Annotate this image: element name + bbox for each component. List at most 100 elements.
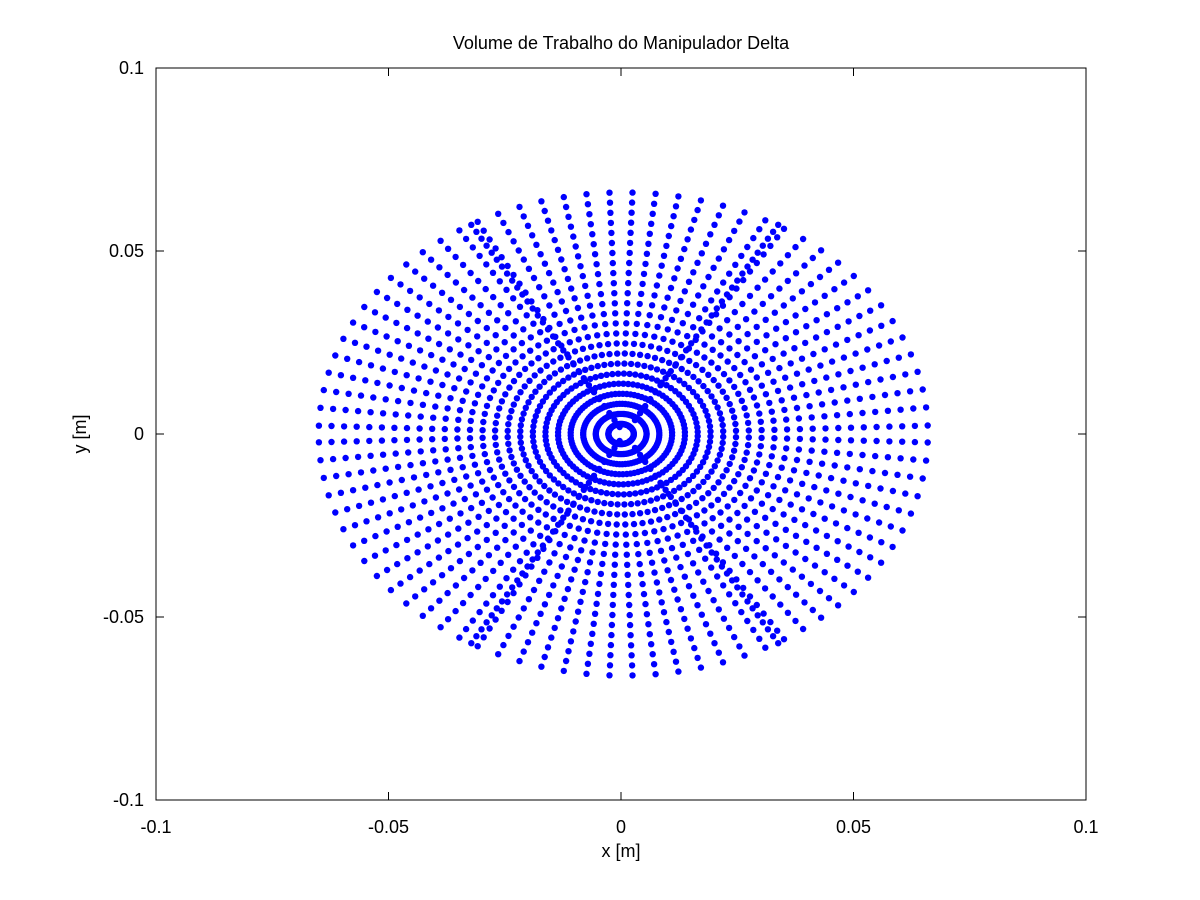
scatter-point [520, 410, 527, 417]
scatter-point [607, 641, 615, 649]
scatter-point [694, 432, 701, 440]
scatter-point [582, 578, 589, 586]
scatter-point [510, 515, 517, 522]
scatter-point [834, 602, 842, 609]
scatter-point [639, 341, 646, 349]
scatter-point [762, 391, 770, 398]
scatter-point [483, 375, 491, 382]
scatter-point [769, 268, 776, 275]
scatter-point [491, 427, 499, 434]
scatter-point [371, 552, 379, 559]
scatter-point [355, 502, 363, 510]
scatter-point [597, 290, 605, 298]
scatter-point [735, 390, 742, 397]
scatter-point [498, 263, 506, 270]
scatter-point [719, 388, 726, 395]
scatter-point [615, 481, 622, 488]
scatter-point [562, 307, 570, 315]
scatter-point [562, 203, 570, 211]
scatter-point [349, 542, 357, 549]
scatter-point [739, 591, 746, 598]
scatter-point [742, 379, 749, 386]
scatter-point [459, 599, 467, 607]
scatter-point [517, 439, 524, 446]
scatter-point [768, 408, 775, 415]
scatter-point [565, 213, 572, 220]
scatter-point [498, 463, 506, 470]
scatter-point [850, 272, 857, 280]
scatter-point [592, 487, 599, 494]
scatter-point [802, 555, 809, 563]
scatter-point [571, 534, 578, 542]
scatter-point [521, 495, 529, 503]
scatter-point [393, 319, 400, 327]
scatter-point [486, 466, 494, 474]
scatter-point [751, 553, 758, 560]
scatter-point [671, 510, 679, 518]
scatter-point [653, 282, 661, 289]
scatter-point [614, 370, 622, 377]
scatter-point [651, 333, 658, 340]
scatter-point [762, 545, 769, 552]
scatter-point [620, 380, 627, 387]
scatter-point [653, 377, 661, 384]
scatter-point [575, 336, 582, 343]
scatter-point [342, 406, 349, 414]
scatter-point [606, 199, 614, 206]
scatter-point [644, 508, 651, 516]
scatter-point [740, 584, 747, 592]
scatter-point [708, 502, 715, 509]
scatter-point [673, 554, 680, 561]
scatter-point [541, 653, 548, 661]
scatter-point [808, 414, 815, 421]
scatter-point [561, 266, 568, 273]
scatter-point [656, 589, 663, 596]
scatter-point [576, 357, 584, 364]
scatter-point [577, 379, 584, 387]
scatter-point [570, 371, 578, 378]
scatter-point [570, 233, 577, 240]
scatter-point [423, 389, 430, 397]
scatter-point [758, 500, 766, 507]
scatter-point [416, 436, 423, 443]
scatter-point [677, 297, 684, 305]
scatter-point [320, 386, 327, 394]
scatter-point [444, 271, 451, 279]
scatter-point [597, 489, 605, 496]
scatter-point [708, 564, 715, 571]
scatter-point [525, 596, 533, 603]
scatter-point [410, 474, 418, 481]
scatter-point [510, 346, 517, 353]
scatter-point [766, 399, 773, 407]
scatter-point [612, 551, 619, 558]
scatter-point [856, 312, 863, 320]
scatter-point [625, 581, 632, 589]
scatter-point [695, 483, 702, 490]
scatter-point [642, 458, 649, 466]
scatter-point [759, 560, 766, 568]
scatter-point [724, 358, 731, 365]
scatter-point [398, 355, 405, 362]
scatter-point [532, 412, 539, 420]
scatter-point [758, 479, 765, 486]
scatter-point [753, 537, 760, 545]
scatter-point [571, 326, 578, 334]
scatter-point [432, 494, 440, 501]
scatter-point [514, 577, 521, 584]
scatter-point [495, 210, 502, 217]
scatter-point [611, 571, 618, 578]
scatter-point [614, 350, 621, 357]
scatter-point [795, 446, 803, 453]
x-tick-label: 0.1 [1073, 817, 1098, 837]
scatter-point [509, 277, 516, 284]
scatter-point [435, 469, 442, 476]
scatter-point [726, 460, 733, 468]
scatter-point [763, 332, 770, 339]
scatter-point [731, 383, 738, 391]
scatter-point [656, 431, 663, 439]
scatter-point [549, 528, 557, 535]
scatter-point [714, 457, 721, 464]
scatter-point [699, 459, 707, 466]
scatter-point [500, 219, 507, 227]
scatter-point [725, 624, 733, 632]
